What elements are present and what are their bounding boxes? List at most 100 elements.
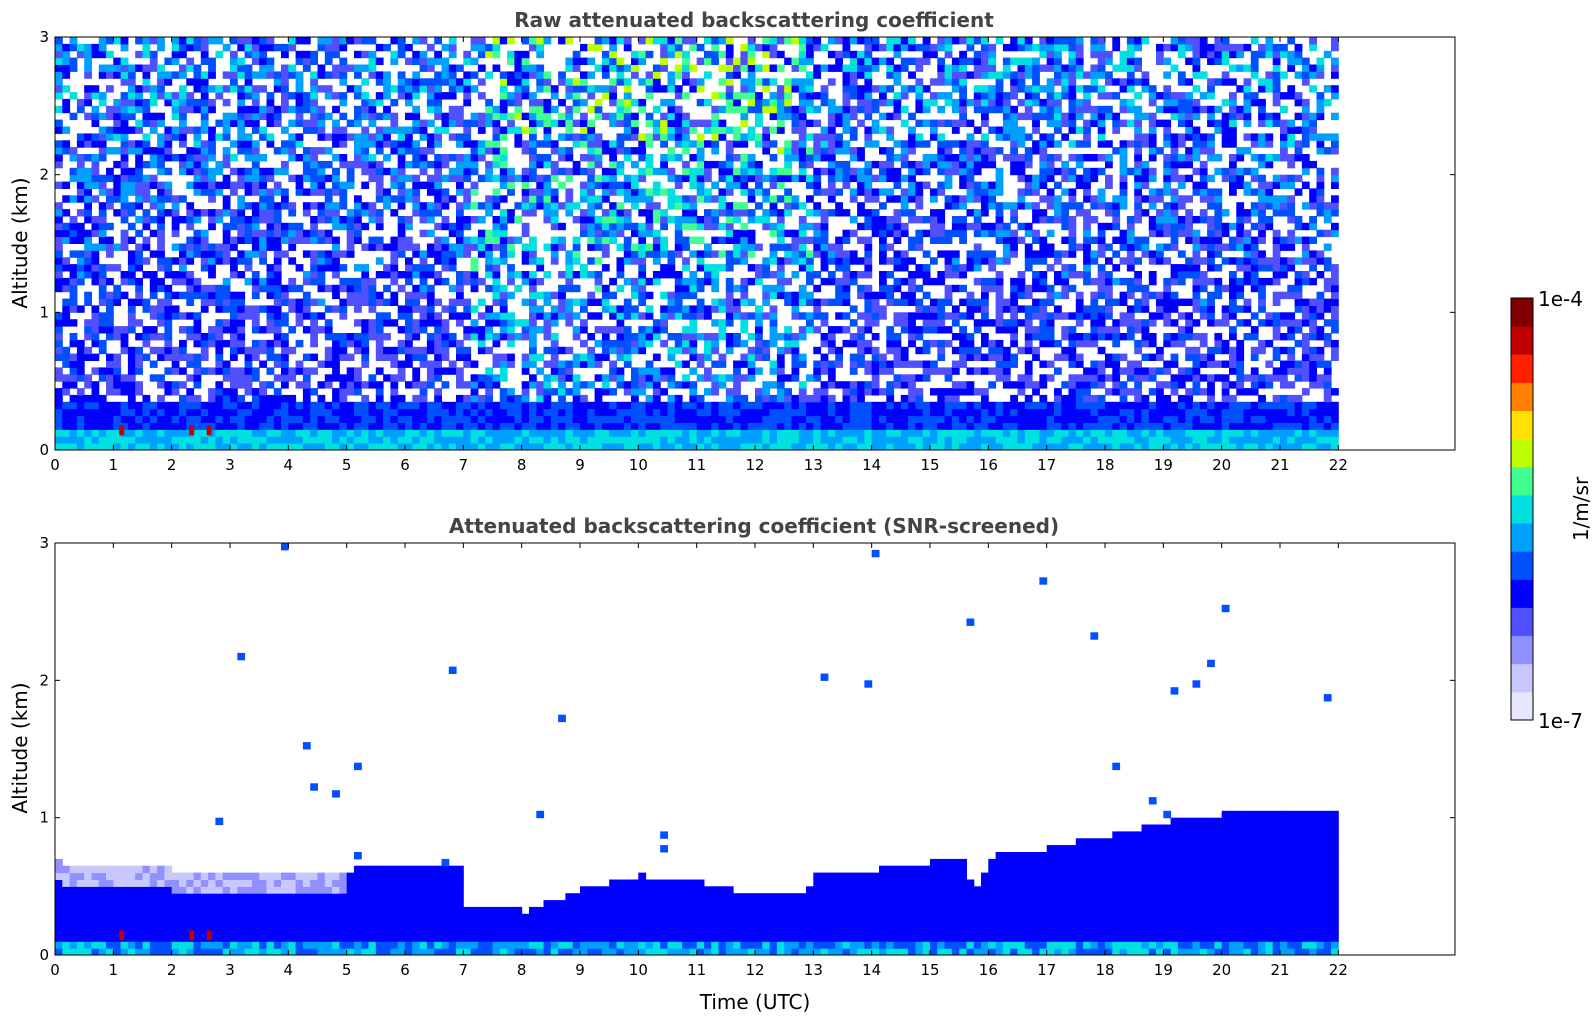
panel-raw-cell xyxy=(310,415,318,423)
panel-raw-cell xyxy=(142,401,151,410)
panel-raw-cell xyxy=(623,243,632,251)
panel-raw-cell xyxy=(580,305,588,313)
panel-raw-cell xyxy=(193,160,202,169)
panel-raw-cell xyxy=(849,257,858,265)
panel-raw-cell xyxy=(806,394,814,403)
panel-raw-cell xyxy=(149,277,158,286)
panel-raw-cell xyxy=(740,250,749,258)
panel-raw-cell xyxy=(193,353,202,361)
panel-raw-cell xyxy=(529,209,537,217)
panel-raw-cell xyxy=(470,277,479,286)
panel-raw-cell xyxy=(645,188,654,196)
panel-raw-cell xyxy=(893,216,902,224)
panel-raw-cell xyxy=(762,257,771,265)
panel-raw-cell xyxy=(477,374,486,382)
panel-raw-cell xyxy=(638,381,647,389)
panel-raw-cell xyxy=(456,78,464,86)
panel-raw-cell xyxy=(456,209,464,217)
panel-raw-cell xyxy=(127,408,136,417)
panel-raw-cell xyxy=(922,422,931,430)
panel-raw-cell xyxy=(747,37,756,45)
panel-raw-cell xyxy=(704,71,712,79)
panel-raw-cell xyxy=(507,277,515,286)
panel-raw-cell xyxy=(813,202,822,210)
panel-raw-cell xyxy=(470,326,479,334)
panel-raw-cell xyxy=(689,333,698,341)
panel-raw-cell xyxy=(76,367,85,375)
panel-raw-cell xyxy=(725,126,734,134)
panel-raw-cell xyxy=(477,415,486,423)
panel-raw-cell xyxy=(871,374,880,382)
panel-raw-cell xyxy=(616,64,625,72)
panel-raw-cell xyxy=(886,154,895,162)
panel-raw-cell xyxy=(616,37,625,45)
panel-raw-cell xyxy=(98,394,107,403)
panel-raw-cell xyxy=(660,250,668,258)
panel-raw-cell xyxy=(383,353,391,361)
panel-raw-cell xyxy=(696,195,705,203)
panel-raw-cell xyxy=(266,353,275,361)
panel-raw-cell xyxy=(499,401,508,410)
panel-raw-cell xyxy=(529,243,537,251)
panel-raw-cell xyxy=(806,119,814,127)
panel-raw-cell xyxy=(879,147,887,155)
panel-raw-cell xyxy=(135,140,143,148)
panel-raw-cell xyxy=(879,43,887,52)
panel-raw-cell xyxy=(806,436,814,444)
panel-raw-cell xyxy=(536,195,545,203)
panel-raw-cell xyxy=(813,181,822,189)
panel-raw-cell xyxy=(900,408,909,417)
panel-raw-cell xyxy=(324,422,333,430)
panel-raw-cell xyxy=(827,50,836,59)
panel-raw-cell xyxy=(674,64,683,72)
panel-raw-cell xyxy=(441,346,450,355)
panel-raw-cell xyxy=(310,112,318,121)
panel-raw-cell xyxy=(98,216,107,224)
panel-raw-cell xyxy=(375,271,384,279)
panel-raw-cell xyxy=(747,160,756,169)
panel-raw-cell xyxy=(784,174,792,183)
panel-raw-cell xyxy=(383,78,391,86)
panel-raw-cell xyxy=(835,422,843,430)
panel-raw-cell xyxy=(368,209,377,217)
panel-raw-cell xyxy=(674,305,683,313)
panel-raw-cell xyxy=(426,408,435,417)
panel-raw-cell xyxy=(718,209,727,217)
panel-raw-cell xyxy=(922,119,931,127)
panel-raw-cell xyxy=(317,112,326,121)
panel-raw-cell xyxy=(135,160,143,169)
panel-raw-cell xyxy=(76,257,85,265)
panel-raw-cell xyxy=(84,236,92,244)
panel-raw-cell xyxy=(485,202,493,210)
panel-raw-cell xyxy=(565,112,574,121)
panel-raw-cell xyxy=(448,50,457,59)
panel-raw-cell xyxy=(900,229,909,238)
panel-raw-cell xyxy=(222,339,231,348)
panel-raw-cell xyxy=(747,243,756,251)
panel-raw-cell xyxy=(397,360,406,368)
panel-raw-cell xyxy=(784,291,792,300)
panel-raw-cell xyxy=(521,140,530,148)
panel-raw-cell xyxy=(76,195,85,203)
panel-raw-cell xyxy=(332,443,340,451)
panel-raw-cell xyxy=(601,64,610,72)
panel-raw-cell xyxy=(849,195,858,203)
panel-raw-cell xyxy=(157,236,165,244)
panel-raw-cell xyxy=(733,57,741,65)
panel-raw-cell xyxy=(230,353,238,361)
panel-raw-cell xyxy=(397,188,406,196)
panel-raw-cell xyxy=(354,92,362,100)
panel-raw-cell xyxy=(740,167,749,176)
panel-raw-cell xyxy=(499,37,508,45)
panel-raw-cell xyxy=(930,78,938,86)
panel-raw-cell xyxy=(631,57,639,65)
panel-raw-cell xyxy=(784,37,792,45)
panel-raw-cell xyxy=(507,312,515,320)
panel-raw-cell xyxy=(718,236,727,244)
panel-raw-cell xyxy=(609,188,617,196)
panel-raw-cell xyxy=(208,243,216,251)
panel-raw-cell xyxy=(113,57,122,65)
panel-raw-cell xyxy=(776,50,785,59)
panel-raw-cell xyxy=(84,264,92,272)
panel-raw-cell xyxy=(390,112,399,121)
